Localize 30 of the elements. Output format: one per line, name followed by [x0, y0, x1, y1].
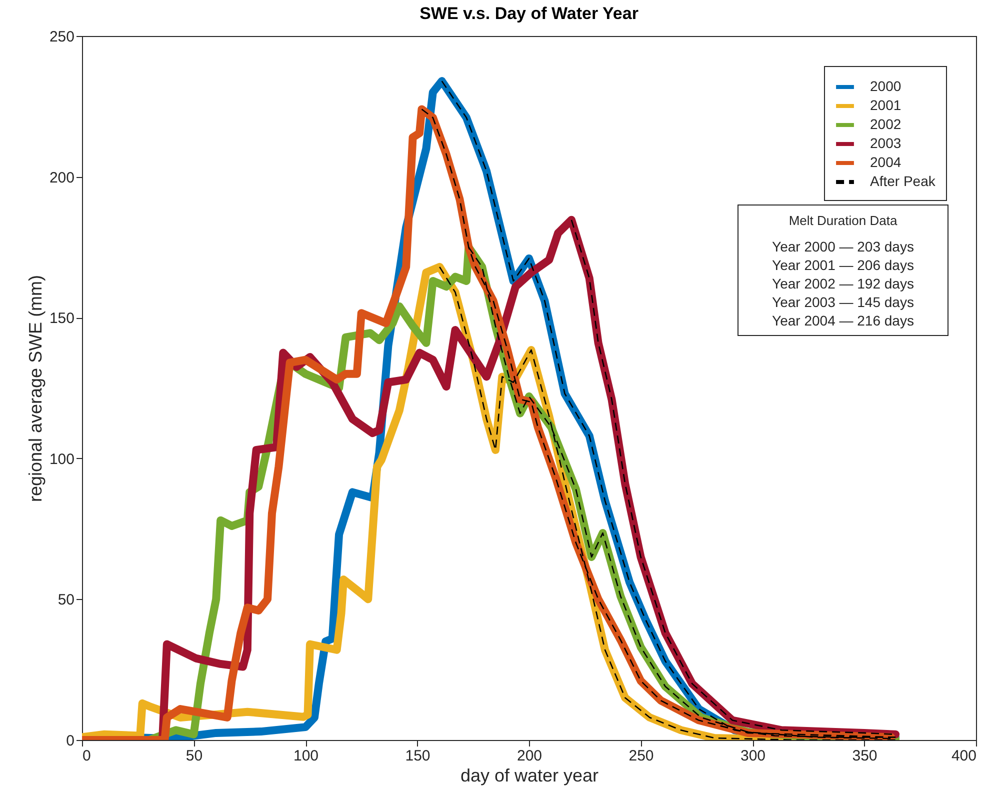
y-tick-label: 0: [66, 732, 74, 750]
y-axis-title: regional average SWE (mm): [25, 274, 46, 502]
x-tick-label: 100: [293, 748, 319, 764]
annotation: Year 2004 — 216 days: [772, 312, 914, 328]
x-tick-label: 400: [951, 748, 976, 764]
chart-title: SWE v.s. Day of Water Year: [420, 4, 639, 23]
x-axis-title: day of water year: [460, 766, 599, 786]
legend-label: 2002: [870, 116, 902, 132]
annotation: Melt Duration Data: [788, 213, 898, 228]
x-tick-label: 350: [852, 748, 878, 764]
x-tick-label: 0: [82, 748, 91, 764]
legend-label: 2003: [870, 135, 902, 151]
x-tick-label: 250: [628, 748, 654, 764]
y-tick-label: 100: [49, 450, 74, 468]
annotation: Year 2002 — 192 days: [772, 276, 914, 292]
annotation: Year 2000 — 203 days: [772, 238, 914, 254]
x-tick-label: 200: [516, 748, 542, 764]
x-tick-label: 50: [186, 748, 203, 764]
legend-label: After Peak: [870, 173, 936, 189]
x-tick-label: 300: [740, 748, 766, 764]
y-tick-label: 50: [58, 592, 74, 609]
legend-label: 2000: [870, 78, 902, 94]
y-tick-label: 150: [49, 310, 74, 328]
annotation: Year 2003 — 145 days: [772, 294, 914, 310]
y-tick-label: 200: [49, 169, 74, 186]
legend-label: 2001: [870, 97, 902, 113]
y-tick-label: 250: [49, 28, 74, 46]
annotation: Year 2001 — 206 days: [772, 257, 914, 273]
x-tick-label: 150: [405, 748, 430, 764]
legend-label: 2004: [870, 154, 902, 170]
